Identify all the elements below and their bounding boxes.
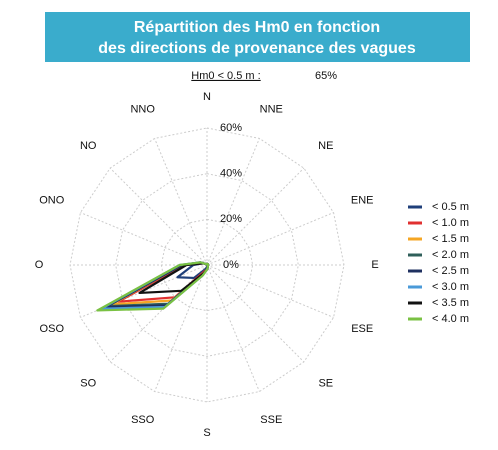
legend-label: < 3.5 m (432, 297, 469, 309)
direction-label: O (35, 259, 44, 271)
direction-label: NNO (130, 104, 155, 116)
direction-label: SO (80, 378, 96, 390)
spoke (109, 264, 208, 363)
legend-label: < 3.0 m (432, 281, 469, 293)
subtitle-value: 65% (315, 70, 337, 82)
direction-label: OSO (40, 323, 65, 335)
direction-label: NNE (260, 104, 283, 116)
legend-label: < 2.5 m (432, 265, 469, 277)
grid-ring (115, 173, 299, 357)
direction-label: ENE (351, 195, 374, 207)
chart-title: Répartition des Hm0 en fonction (134, 19, 380, 36)
series-line (96, 261, 210, 312)
legend-label: < 1.5 m (432, 233, 469, 245)
spoke (109, 167, 208, 266)
direction-label: ONO (39, 195, 65, 207)
legend-label: < 0.5 m (432, 201, 469, 213)
spoke (206, 212, 334, 266)
r-tick-label: 0% (223, 259, 239, 271)
spoke (80, 212, 208, 266)
spoke (206, 167, 305, 266)
spoke (206, 264, 305, 363)
direction-label: E (371, 259, 378, 271)
spoke (206, 264, 260, 392)
direction-label: SSO (131, 414, 155, 426)
legend-label: < 4.0 m (432, 313, 469, 325)
r-tick-label: 20% (220, 213, 242, 225)
legend-label: < 2.0 m (432, 249, 469, 261)
r-tick-label: 40% (220, 168, 242, 180)
direction-label: S (203, 427, 210, 439)
direction-label: N (203, 91, 211, 103)
grid-ring (69, 127, 345, 403)
r-tick-label: 60% (220, 122, 242, 134)
spoke (206, 264, 334, 318)
direction-label: SE (318, 378, 333, 390)
direction-label: SSE (260, 414, 282, 426)
chart-title: des directions de provenance des vagues (98, 40, 416, 57)
direction-label: ESE (351, 323, 373, 335)
subtitle-label: Hm0 < 0.5 m : (191, 70, 260, 82)
spoke (206, 138, 260, 266)
direction-label: NE (318, 140, 333, 152)
direction-label: NO (80, 140, 97, 152)
legend-label: < 1.0 m (432, 217, 469, 229)
grid-ring (160, 218, 254, 312)
spoke (154, 138, 208, 266)
title-banner (45, 12, 470, 62)
spoke (154, 264, 208, 392)
